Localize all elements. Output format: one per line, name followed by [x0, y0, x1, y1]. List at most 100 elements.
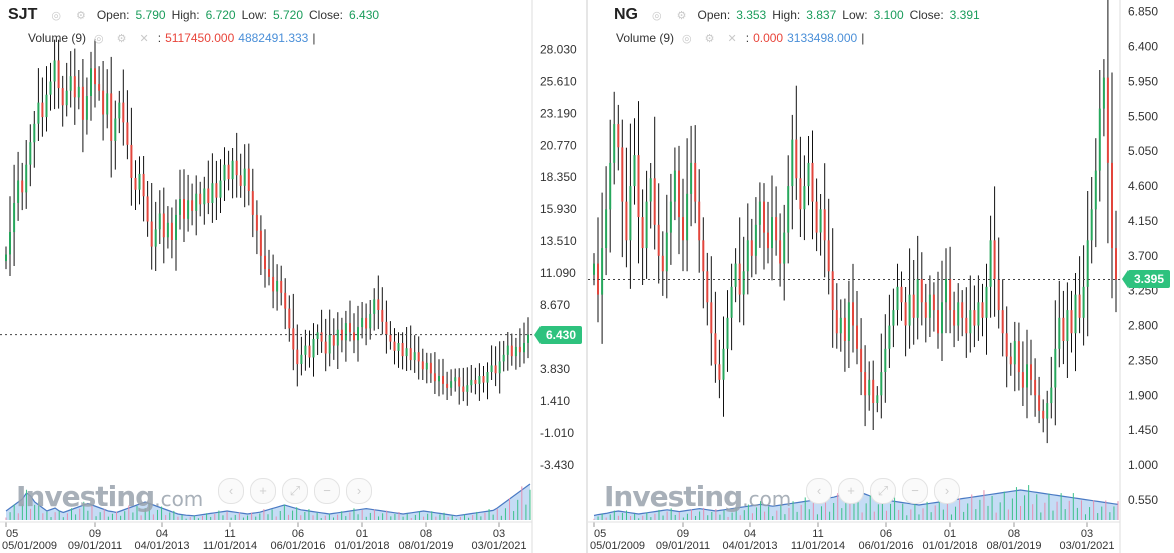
- x-date-label: 08/01/2019: [398, 540, 453, 552]
- x-tick-label: 01: [356, 528, 368, 540]
- zoom-out-icon[interactable]: −: [314, 478, 340, 504]
- candle-body: [49, 81, 52, 95]
- close-icon[interactable]: ✕: [139, 32, 150, 45]
- candle-body: [33, 123, 36, 143]
- volume-ma-line: [5, 483, 531, 517]
- settings-icon[interactable]: ⚙: [704, 32, 716, 45]
- y-tick-label: 4.150: [1128, 214, 1158, 228]
- candle-body: [510, 345, 513, 357]
- candle-body: [924, 302, 927, 318]
- candle-body: [706, 271, 709, 303]
- candle-body: [433, 373, 436, 382]
- candle-body: [385, 321, 388, 335]
- zoom-in-icon[interactable]: +: [250, 478, 276, 504]
- candle-body: [458, 377, 461, 387]
- ng-open-value: 3.353: [736, 8, 767, 22]
- candle-body: [446, 383, 449, 388]
- x-tick-label: 04: [156, 528, 168, 540]
- investing-logo: Investing.com: [604, 480, 791, 513]
- y-tick-label: -1.010: [540, 426, 574, 440]
- y-tick-label: 1.410: [540, 394, 570, 408]
- eye-icon[interactable]: ◎: [51, 9, 62, 22]
- candle-body: [235, 160, 238, 176]
- candle-body: [268, 269, 270, 277]
- candle-body: [920, 279, 923, 303]
- y-tick-label: 3.830: [540, 362, 570, 376]
- panel-divider: [586, 0, 588, 553]
- investing-logo: Investing.com: [16, 480, 203, 513]
- candle-body: [349, 323, 351, 333]
- settings-icon[interactable]: ⚙: [75, 9, 87, 22]
- candle-body: [605, 209, 608, 248]
- eye-icon[interactable]: ◎: [652, 9, 663, 22]
- arrow-left-icon[interactable]: ‹: [806, 478, 832, 504]
- zoom-out-icon[interactable]: −: [902, 478, 928, 504]
- candle-body: [1111, 162, 1113, 249]
- arrow-right-icon[interactable]: ›: [934, 478, 960, 504]
- candle-body: [94, 68, 96, 85]
- candle-body: [682, 217, 684, 241]
- candle-body: [742, 271, 745, 295]
- candle-body: [110, 93, 113, 141]
- candle-body: [601, 248, 604, 295]
- sjt-low-label: Low:: [241, 8, 267, 22]
- candle-body: [514, 346, 517, 357]
- x-date-label: 03/01/2021: [1059, 540, 1114, 552]
- sjt-chart-svg[interactable]: 28.030 25.610 23.190 20.770 18.350 15.930 13.5…: [0, 0, 586, 553]
- x-date-label: 01/01/2018: [334, 540, 389, 552]
- candle-body: [357, 327, 359, 341]
- ng-chart-panel[interactable]: 6.850 6.400 5.950 5.500 5.050 4.600 4.150 3.700…: [588, 0, 1174, 553]
- candle-body: [613, 124, 616, 163]
- ng-open-label: Open:: [697, 8, 731, 22]
- candle-body: [932, 294, 935, 311]
- settings-icon[interactable]: ⚙: [116, 32, 128, 45]
- candle-body: [417, 352, 420, 362]
- candle-body: [1086, 240, 1089, 287]
- ng-low-label: Low:: [842, 8, 868, 22]
- candle-body: [25, 164, 28, 193]
- close-icon[interactable]: ✕: [727, 32, 738, 45]
- candle-body: [698, 201, 701, 241]
- candle-body: [114, 118, 117, 141]
- sjt-last-price-badge: 6.430: [533, 325, 583, 344]
- ng-ohlc-header: NG ◎ ⚙ Open: 3.353 High: 3.837 Low: 3.10…: [614, 6, 980, 24]
- candle-body: [1046, 403, 1049, 419]
- x-tick-label: 06: [292, 528, 304, 540]
- arrow-left-icon[interactable]: ‹: [218, 478, 244, 504]
- sjt-chart-panel[interactable]: 28.030 25.610 23.190 20.770 18.350 15.930 13.5…: [0, 0, 586, 553]
- candle-body: [831, 271, 834, 310]
- x-date-label: 09/01/2011: [68, 540, 122, 552]
- fit-icon[interactable]: ⤢: [870, 478, 896, 504]
- investing-logo-suffix: .com: [154, 487, 204, 511]
- eye-icon[interactable]: ◎: [94, 32, 105, 45]
- settings-icon[interactable]: ⚙: [676, 9, 688, 22]
- candle-body: [758, 201, 761, 225]
- candle-body: [106, 93, 109, 115]
- candle-body: [985, 286, 988, 318]
- candle-body: [312, 339, 315, 358]
- ng-chart-svg[interactable]: 6.850 6.400 5.950 5.500 5.050 4.600 4.150 3.700…: [588, 0, 1174, 553]
- ng-last-price-badge: 3.395: [1121, 270, 1171, 289]
- x-date-label: 11/01/2014: [791, 540, 845, 552]
- candle-body: [336, 329, 339, 346]
- candle-body: [775, 217, 778, 241]
- y-tick-label: 1.000: [1128, 458, 1158, 472]
- candle-body: [945, 279, 947, 303]
- ng-volume-end: |: [861, 31, 865, 45]
- zoom-in-icon[interactable]: +: [838, 478, 864, 504]
- candle-body: [324, 341, 327, 354]
- arrow-right-icon[interactable]: ›: [346, 478, 372, 504]
- candle-body: [130, 144, 133, 178]
- x-tick-label: 03: [493, 528, 505, 540]
- candle-body: [353, 332, 355, 341]
- candle-body: [328, 335, 331, 354]
- candle-body: [726, 317, 729, 349]
- eye-icon[interactable]: ◎: [682, 32, 693, 45]
- candle-body: [981, 302, 984, 318]
- fit-icon[interactable]: ⤢: [282, 478, 308, 504]
- x-tick-label: 08: [420, 528, 432, 540]
- candle-body: [1042, 410, 1045, 419]
- candle-body: [678, 170, 680, 218]
- candle-body: [215, 183, 218, 198]
- candle-body: [783, 232, 786, 264]
